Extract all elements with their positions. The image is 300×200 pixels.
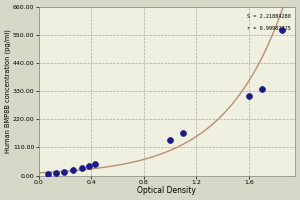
Point [260, 87, 265, 90]
Point [181, 132, 186, 135]
Point [93, 162, 98, 166]
Point [61, 170, 66, 173]
Point [86, 164, 91, 167]
Point [45, 173, 50, 176]
Point [168, 138, 172, 141]
Text: r = 0.99982725: r = 0.99982725 [247, 26, 291, 31]
Point [80, 166, 84, 170]
X-axis label: Optical Density: Optical Density [137, 186, 196, 195]
Point [247, 95, 251, 98]
Point [280, 28, 284, 31]
Text: S = 2.21884280: S = 2.21884280 [247, 14, 291, 19]
Point [70, 168, 75, 172]
Y-axis label: Human BMP8B concentration (pg/ml): Human BMP8B concentration (pg/ml) [5, 29, 11, 153]
Point [53, 171, 58, 175]
